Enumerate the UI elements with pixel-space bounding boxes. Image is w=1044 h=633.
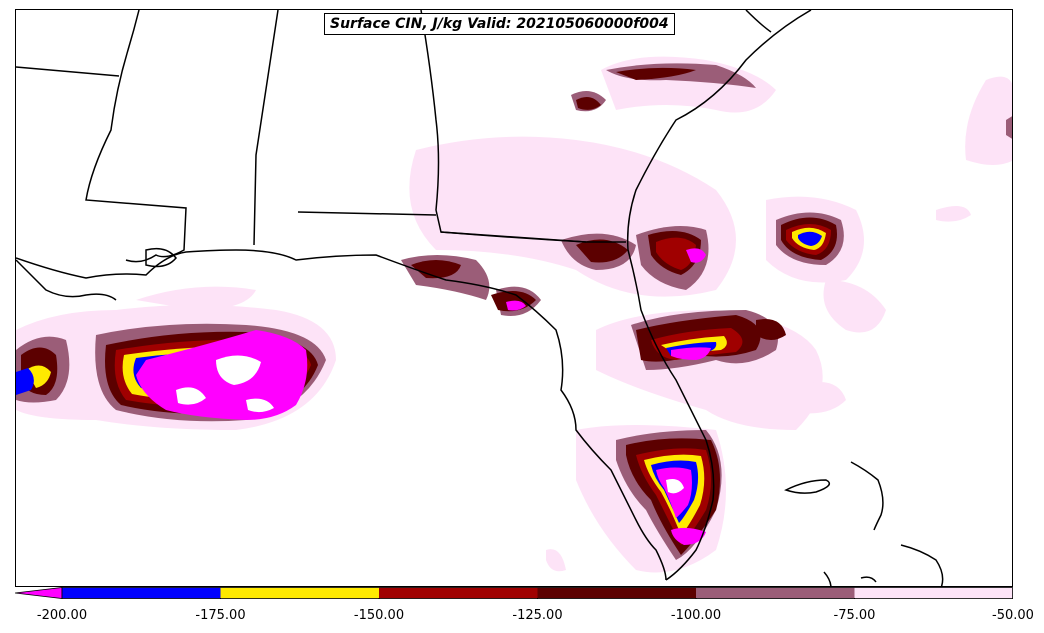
colorbar-segment: [62, 587, 221, 599]
colorbar-tick-label: -125.00: [512, 608, 563, 623]
colorbar-segment: [220, 587, 379, 599]
colorbar: [15, 587, 1013, 599]
cin-white-holes: [176, 355, 684, 494]
colorbar-tick-label: -200.00: [36, 608, 88, 623]
map-frame: [15, 9, 1013, 587]
colorbar-tick-label: -175.00: [195, 608, 246, 623]
coastlines-and-borders: [16, 10, 944, 586]
colorbar-segment: [854, 587, 1013, 599]
colorbar-segment: [379, 587, 538, 599]
colorbar-tick-label: -50.00: [992, 608, 1034, 623]
colorbar-tick-label: -75.00: [833, 608, 876, 623]
colorbar-extend-min: [15, 587, 63, 599]
map-title: Surface CIN, J/kg Valid: 202105060000f00…: [324, 13, 675, 35]
colorbar-segment: [696, 587, 855, 599]
colorbar-segment: [537, 587, 696, 599]
cin-map: [16, 10, 1012, 586]
colorbar-tick-label: -100.00: [670, 608, 722, 623]
colorbar-tick-label: -150.00: [353, 608, 405, 623]
